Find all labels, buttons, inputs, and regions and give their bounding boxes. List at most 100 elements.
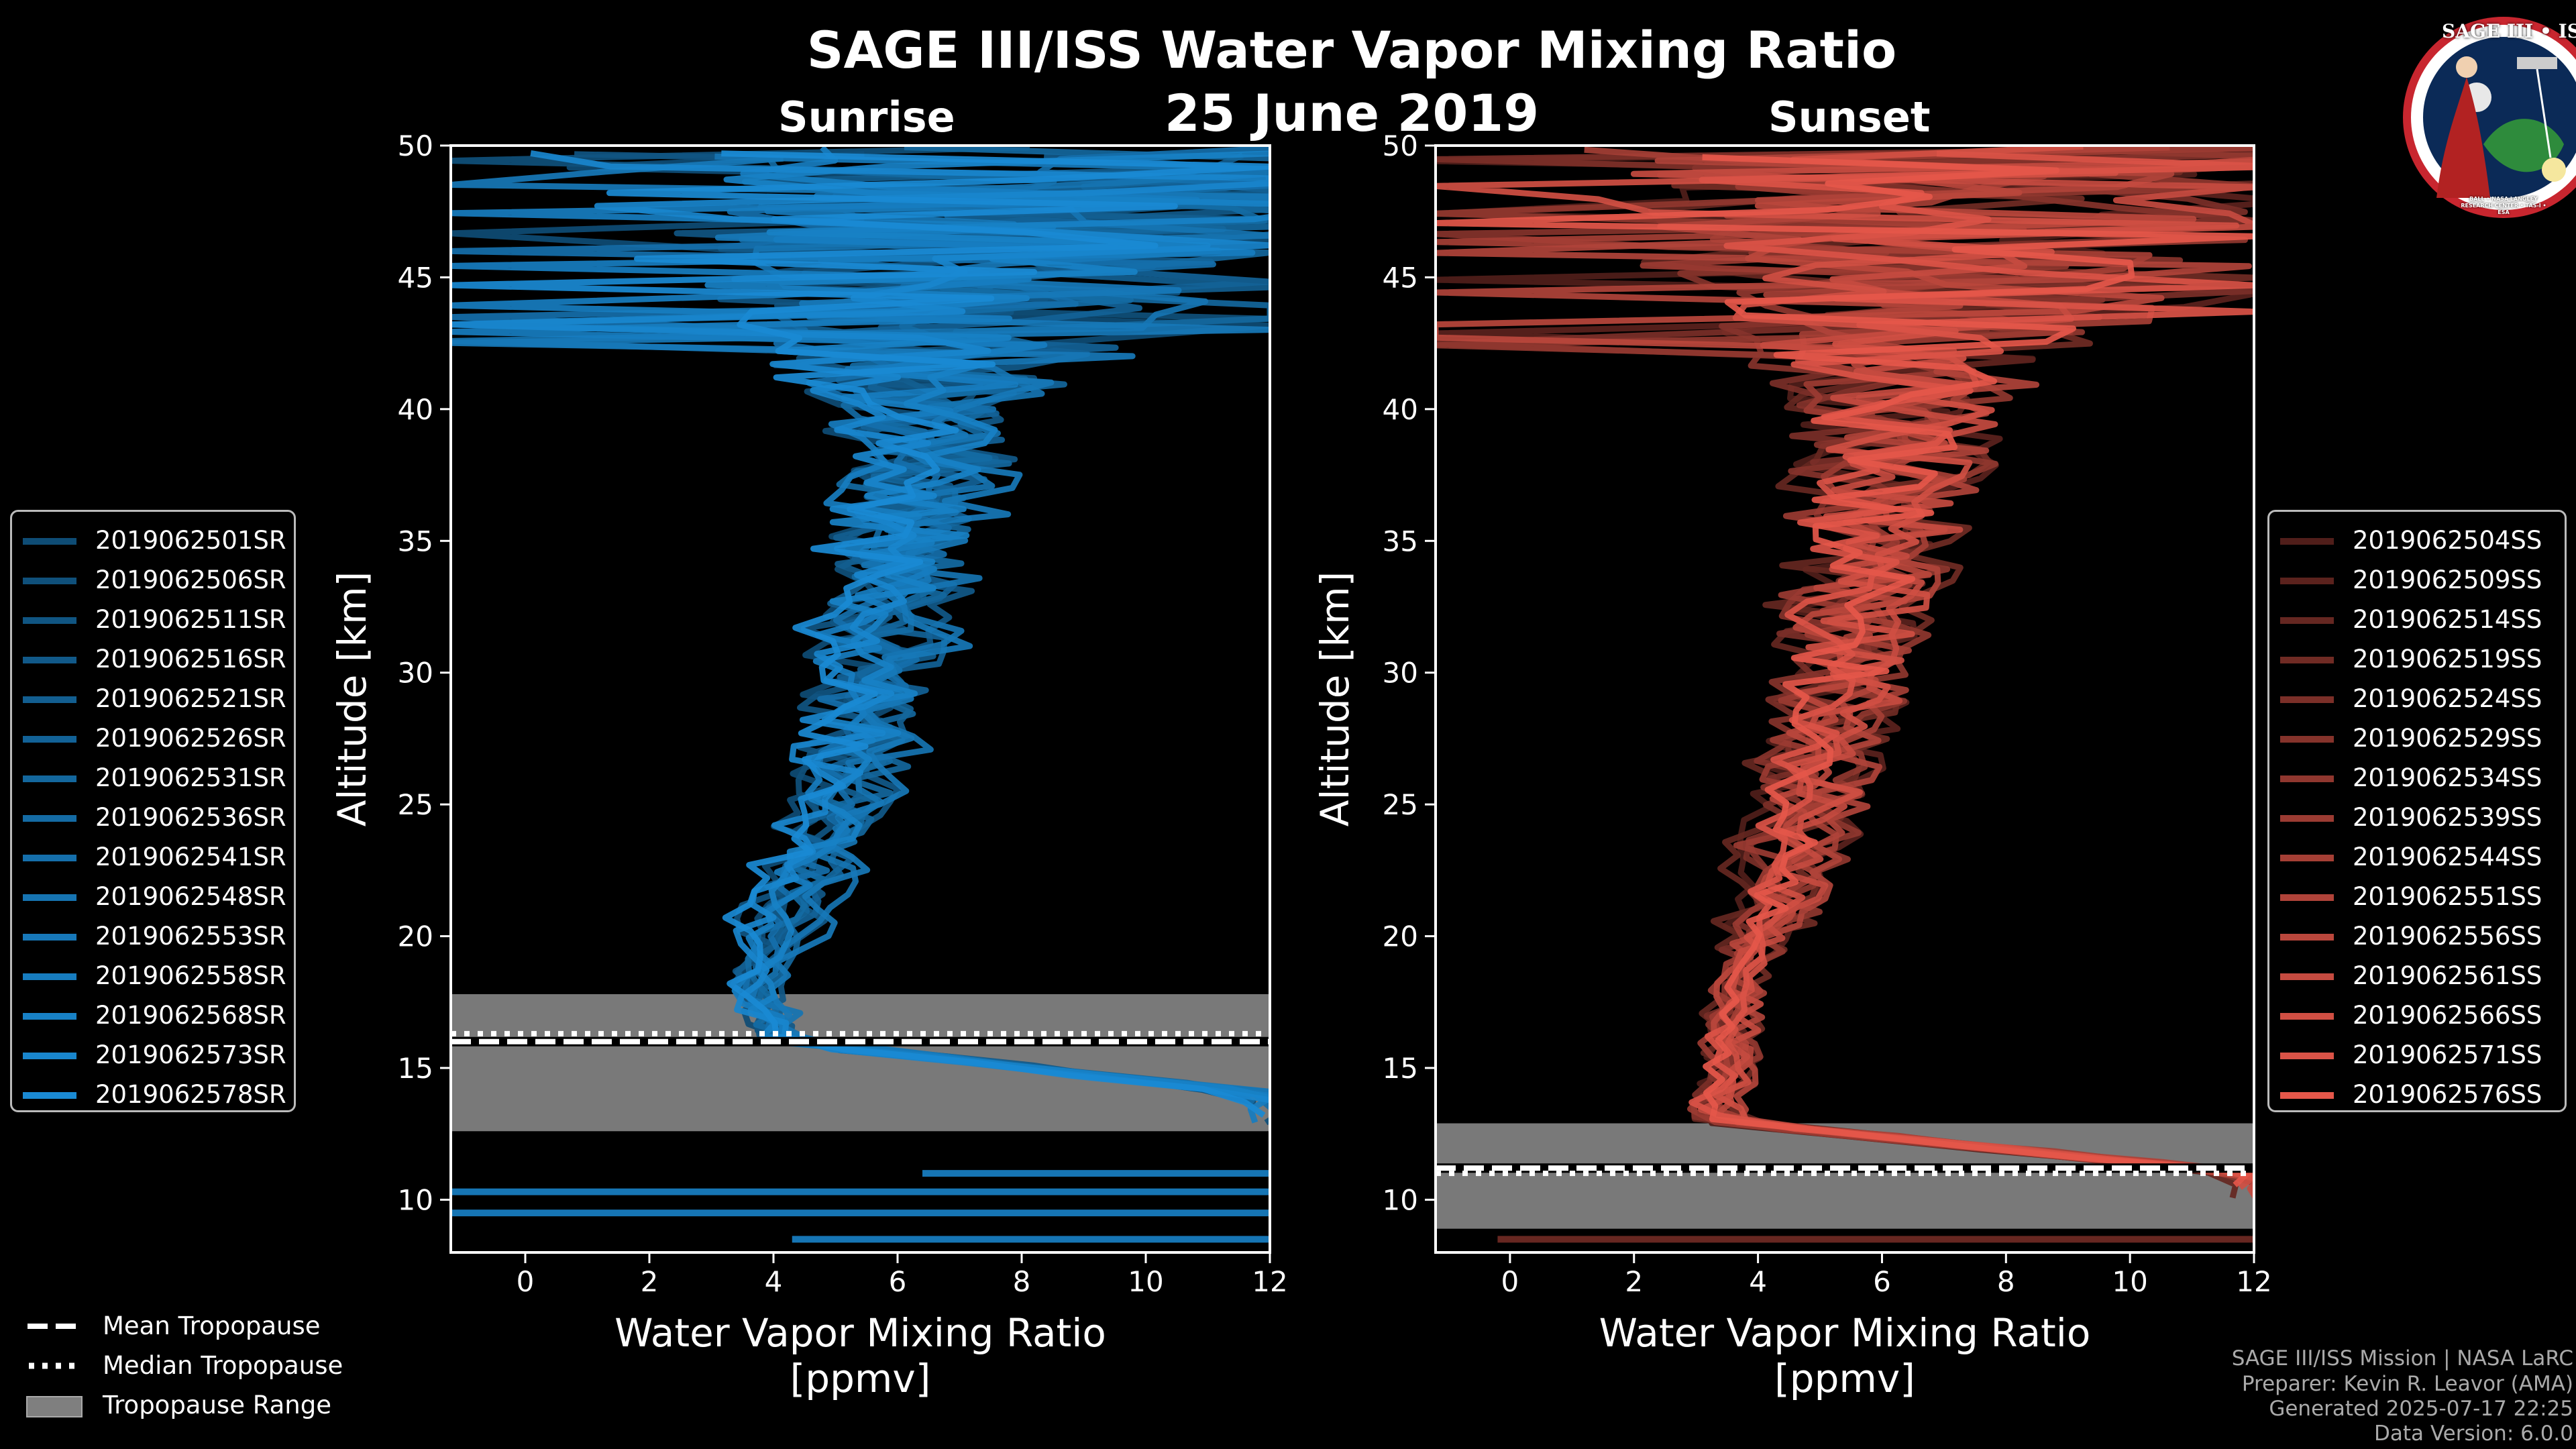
legend-item: 2019062511SR [12,603,294,637]
logo-text-bottom: BALL • NASA LANGLEY RESEARCH CENTER • TA… [2461,196,2546,215]
sunset-subtitle: Sunset [1768,93,1931,142]
legend-swatch [2280,815,2334,822]
sunrise-ytick-label: 15 [398,1052,433,1085]
legend-label: 2019062561SS [2353,961,2542,990]
legend-item: 2019062539SS [2269,801,2565,835]
sunrise-profile-2019062573SR [451,150,1270,1104]
legend-swatch [23,736,76,743]
legend-item: 2019062551SS [2269,880,2565,914]
sunset-xtick-label: 10 [2112,1265,2147,1298]
sunset-xtick-label: 8 [1997,1265,2015,1298]
legend-median-tropopause: Median Tropopause [17,1349,392,1383]
legend-item: 2019062571SS [2269,1038,2565,1072]
sunrise-xtick-label: 0 [517,1265,535,1298]
legend-swatch [2280,1013,2334,1020]
legend-swatch [2280,894,2334,901]
legend-label: 2019062551SS [2353,882,2542,911]
legend-label: 2019062516SR [95,645,286,674]
legend-mean-tropopause: Mean Tropopause [17,1309,392,1343]
legend-swatch [2280,775,2334,782]
legend-item: 2019062561SS [2269,959,2565,993]
legend-item: 2019062514SS [2269,603,2565,637]
legend-label: 2019062519SS [2353,645,2542,674]
legend-swatch [23,934,76,941]
sunrise-ytick-label: 35 [398,525,433,557]
legend-swatch [2280,973,2334,980]
legend-label: 2019062566SS [2353,1001,2542,1030]
sunset-legend: 2019062504SS 2019062509SS 2019062514SS 2019… [2267,510,2567,1112]
sunset-panel: 0 2 4 6 8 10 12 10 15 20 25 30 35 40 45 50 Water Vapor M… [1312,129,2272,1401]
legend-label: 2019062558SR [95,961,286,990]
sunrise-xtick-label: 12 [1252,1265,1287,1298]
legend-item: 2019062521SR [12,682,294,716]
legend-label: 2019062548SR [95,882,286,911]
legend-label: 2019062529SS [2353,724,2542,753]
sunrise-xlabel: Water Vapor Mixing Ratio [614,1310,1106,1356]
sunset-xlabel: Water Vapor Mixing Ratio [1599,1310,2091,1356]
legend-label: 2019062501SR [95,526,286,555]
sunset-ytick-label: 30 [1383,657,1418,690]
legend-item: 2019062516SR [12,643,294,676]
sunrise-xtick-label: 6 [889,1265,907,1298]
legend-label: 2019062509SS [2353,566,2542,594]
sunset-ytick-label: 40 [1383,393,1418,426]
dotted-line-icon [29,1362,82,1369]
sunrise-ytick-label: 30 [398,657,433,690]
legend-swatch [23,578,76,584]
sunrise-legend: 2019062501SR 2019062506SR 2019062511SR 2019… [10,510,296,1112]
sunset-profile-2019062576SS [1436,154,2254,1187]
legend-swatch [2280,736,2334,743]
legend-swatch [2280,696,2334,703]
legend-item: 2019062534SS [2269,761,2565,795]
credit-generated: Generated 2025-07-17 22:25 [2269,1397,2573,1421]
legend-swatch [23,1053,76,1059]
legend-tropopause-range: Tropopause Range [17,1389,392,1422]
legend-item: 2019062576SS [2269,1078,2565,1112]
legend-label: 2019062534SS [2353,763,2542,792]
sunrise-profile-2019062578SR [451,150,1270,1118]
sunrise-panel: 0 2 4 6 8 10 12 10 15 20 25 30 35 40 45 50 Water Vapor M… [329,129,1288,1401]
legend-item: 2019062526SR [12,722,294,755]
logo-text-top: SAGE III • ISS [2442,20,2576,42]
legend-item: 2019062531SR [12,761,294,795]
legend-swatch [23,1092,76,1099]
legend-swatch [2280,538,2334,545]
legend-swatch [23,657,76,663]
sunset-xtick-label: 0 [1501,1265,1519,1298]
legend-label: 2019062514SS [2353,605,2542,634]
credit-mission: SAGE III/ISS Mission | NASA LaRC [2231,1346,2573,1371]
legend-swatch [2280,657,2334,663]
range-patch-icon [26,1396,83,1417]
legend-item: 2019062544SS [2269,841,2565,874]
sunrise-ytick-label: 20 [398,920,433,953]
legend-item: 2019062506SR [12,564,294,597]
sunset-xtick-label: 2 [1625,1265,1643,1298]
legend-label: 2019062568SR [95,1001,286,1030]
legend-label: 2019062526SR [95,724,286,753]
chart-title: SAGE III/ISS Water Vapor Mixing Ratio [806,20,1897,80]
sunset-xtick-label: 12 [2236,1265,2271,1298]
legend-item: 2019062568SR [12,999,294,1032]
legend-item: 2019062541SR [12,841,294,874]
legend-label: 2019062573SR [95,1040,286,1069]
legend-swatch [23,973,76,980]
legend-label: 2019062524SS [2353,684,2542,713]
legend-item: 2019062536SR [12,801,294,835]
sunset-profile-2019062571SS [1688,150,2254,1181]
sunset-xlabel: [ppmv] [1774,1356,1915,1401]
legend-swatch [2280,855,2334,861]
sunrise-xtick-label: 10 [1128,1265,1163,1298]
legend-swatch [23,815,76,822]
legend-label: 2019062531SR [95,763,286,792]
sunrise-xlabel: [ppmv] [790,1356,931,1401]
legend-label: 2019062556SS [2353,922,2542,951]
sunrise-tropopause-range [451,994,1270,1132]
sunrise-ytick-label: 25 [398,788,433,821]
sunset-ylabel: Altitude [km] [1312,572,1358,826]
sunrise-plot-area [451,146,1270,1243]
legend-swatch [23,894,76,901]
sunrise-xtick-label: 8 [1013,1265,1031,1298]
sunset-ytick-label: 20 [1383,920,1418,953]
legend-label: 2019062571SS [2353,1040,2542,1069]
legend-swatch [23,538,76,545]
